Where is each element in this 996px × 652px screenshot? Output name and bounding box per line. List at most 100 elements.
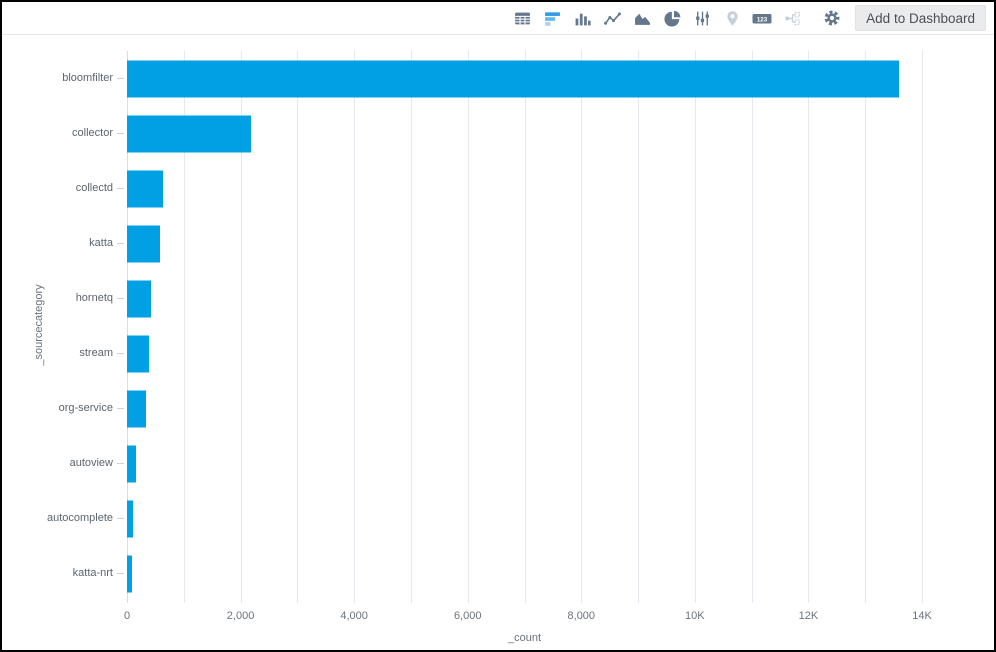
horizontal-bar-chart: _sourcecategory bloomfilter collector coll… <box>2 35 994 650</box>
x-tick-label: 2,000 <box>226 610 255 622</box>
sliders-glyph <box>695 11 709 25</box>
chart-row: bloomfilter <box>2 51 922 106</box>
x-tick-label: 0 <box>123 610 131 622</box>
bar-track <box>127 381 922 436</box>
category-label: autoview <box>69 457 113 469</box>
table-icon[interactable] <box>507 2 537 34</box>
area-chart-icon[interactable] <box>627 2 657 34</box>
y-axis-tick <box>117 463 124 464</box>
bar-track <box>127 326 922 381</box>
single-value-123-icon[interactable]: 123 <box>747 2 777 34</box>
chart-row: katta <box>2 216 922 271</box>
chart-row: collectd <box>2 161 922 216</box>
bar-stream[interactable] <box>127 335 149 372</box>
bar-track <box>127 271 922 326</box>
bar-katta[interactable] <box>127 225 160 262</box>
category-label-cell: autoview <box>2 436 127 491</box>
gridline <box>638 51 640 603</box>
bar-track <box>127 216 922 271</box>
flow-node-glyph <box>784 11 800 25</box>
single-value-123-glyph: 123 <box>752 13 772 23</box>
category-label: bloomfilter <box>62 72 113 84</box>
category-label: stream <box>79 347 113 359</box>
bar-autocomplete[interactable] <box>127 500 133 537</box>
bar-collector[interactable] <box>127 115 251 152</box>
category-label-cell: katta-nrt <box>2 546 127 601</box>
category-label: hornetq <box>75 292 113 304</box>
chart-row: collector <box>2 106 922 161</box>
bar-autoview[interactable] <box>127 445 136 482</box>
y-axis-tick <box>117 298 124 299</box>
category-label-cell: stream <box>2 326 127 381</box>
x-tick-label: 6,000 <box>453 610 482 622</box>
chart-row: org-service <box>2 381 922 436</box>
y-axis-tick <box>117 188 124 189</box>
bar-bloomfilter[interactable] <box>127 60 899 97</box>
category-label: org-service <box>58 402 113 414</box>
bar-hornetq[interactable] <box>127 280 151 317</box>
category-label-cell: collector <box>2 106 127 161</box>
pie-chart-glyph <box>664 10 681 27</box>
category-label-cell: katta <box>2 216 127 271</box>
gridline <box>808 51 810 603</box>
category-label-cell: collectd <box>2 161 127 216</box>
table-icon-glyph <box>514 12 530 24</box>
y-axis-tick <box>117 133 124 134</box>
x-tick-label: 4,000 <box>340 610 368 622</box>
gridline <box>922 51 923 603</box>
area-chart-glyph <box>634 13 650 25</box>
y-axis-tick <box>117 353 124 354</box>
map-pin-icon <box>717 2 747 34</box>
bar-track <box>127 161 922 216</box>
gridline <box>297 51 299 603</box>
bar-track <box>127 546 922 601</box>
y-axis-tick <box>117 78 124 79</box>
gear-icon[interactable] <box>817 2 847 34</box>
x-tick-label: 14K <box>912 610 932 622</box>
chart-row: autocomplete <box>2 491 922 546</box>
category-label-cell: bloomfilter <box>2 51 127 106</box>
x-tick-label: 12K <box>798 610 819 622</box>
column-chart-icon[interactable] <box>567 2 597 34</box>
x-tick-label: 10K <box>685 610 705 622</box>
chart-row: hornetq <box>2 271 922 326</box>
flow-node-icon <box>777 2 807 34</box>
category-label-cell: hornetq <box>2 271 127 326</box>
category-label: autocomplete <box>46 512 113 524</box>
bar-track <box>127 51 922 106</box>
pie-chart-icon[interactable] <box>657 2 687 34</box>
y-axis-tick <box>117 408 124 409</box>
category-label-cell: org-service <box>2 381 127 436</box>
gridline <box>524 51 526 603</box>
sliders-icon[interactable] <box>687 2 717 34</box>
y-axis-tick <box>117 518 124 519</box>
bar-org-service[interactable] <box>127 390 146 427</box>
gridline <box>694 51 696 603</box>
bar-katta-nrt[interactable] <box>127 555 132 592</box>
category-label: katta-nrt <box>72 567 113 579</box>
bar-rows: bloomfilter collector collectd katta hornetq… <box>2 51 922 601</box>
add-to-dashboard-button[interactable]: Add to Dashboard <box>855 5 986 31</box>
bar-track <box>127 106 922 161</box>
gridline <box>865 51 867 603</box>
x-axis-title: _count <box>507 632 542 644</box>
bar-track <box>127 491 922 546</box>
gridline <box>467 51 469 603</box>
gridline <box>751 51 753 603</box>
line-chart-glyph <box>603 12 621 25</box>
bar-collectd[interactable] <box>127 170 164 207</box>
column-chart-glyph <box>575 13 591 25</box>
x-tick-label: 8,000 <box>567 610 596 622</box>
y-axis-tick <box>117 573 124 574</box>
line-chart-icon[interactable] <box>597 2 627 34</box>
horizontal-bar-chart-glyph <box>544 11 560 26</box>
category-label: collectd <box>75 182 113 194</box>
y-axis-line <box>127 51 128 603</box>
horizontal-bar-chart-icon[interactable] <box>537 2 567 34</box>
gridline <box>183 51 185 603</box>
gear-glyph <box>824 10 840 26</box>
gridline <box>410 51 412 603</box>
map-pin-glyph <box>727 10 738 26</box>
chart-row: autoview <box>2 436 922 491</box>
